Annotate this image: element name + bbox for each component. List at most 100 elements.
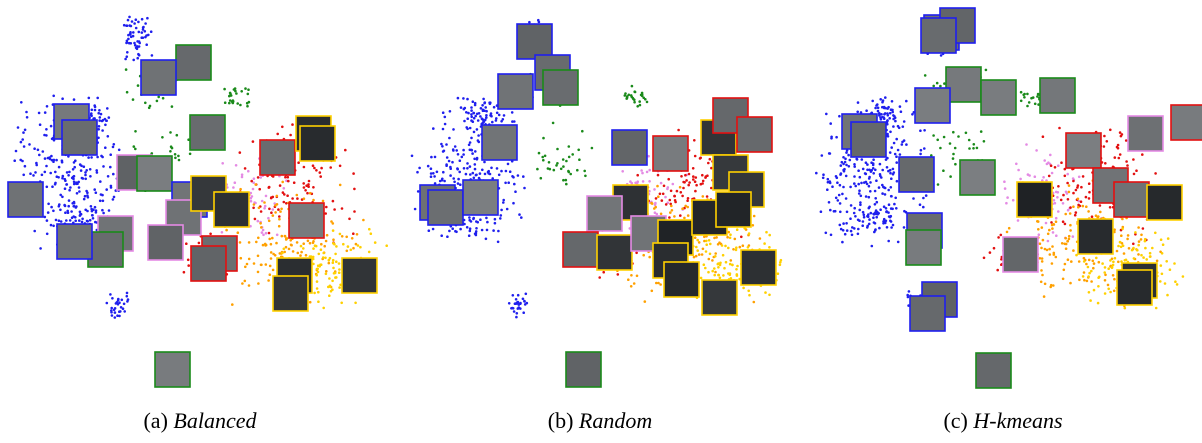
embedding-point [125,68,128,71]
embedding-point [79,211,82,214]
embedding-point [329,166,332,169]
embedding-point [544,155,547,158]
embedding-point [441,145,444,148]
embedding-point [23,145,26,148]
embedding-point [253,203,256,206]
embedding-point [149,105,152,108]
embedding-point [536,168,539,171]
embedding-point [684,174,687,177]
embedding-point [1135,169,1138,172]
caption-name: Random [578,408,652,433]
embedding-point [1103,135,1106,138]
embedding-point [1097,285,1100,288]
embedding-point [300,245,303,248]
embedding-point [1091,215,1094,218]
embedding-point [255,241,258,244]
embedding-point [328,294,331,297]
embedding-point [514,190,517,193]
embedding-point [677,129,680,132]
image-thumbnail [88,232,123,267]
embedding-point [52,95,55,98]
embedding-point [247,93,250,96]
embedding-point [169,150,172,153]
embedding-point [1017,219,1020,222]
embedding-point [279,252,282,255]
embedding-point [53,159,56,162]
embedding-point [120,306,123,309]
embedding-point [1068,235,1071,238]
embedding-point [235,164,238,167]
embedding-point [1124,307,1127,310]
tsne-panel [411,19,783,387]
embedding-point [694,236,697,239]
embedding-point [1006,231,1009,234]
embedding-point [496,112,499,115]
embedding-point [646,171,649,174]
embedding-point [117,298,120,301]
image-thumbnail [517,24,552,59]
embedding-point [865,181,868,184]
embedding-point [1093,289,1096,292]
embedding-point [726,236,729,239]
embedding-point [101,120,104,123]
embedding-point [101,156,104,159]
embedding-point [185,242,188,245]
embedding-point [257,220,260,223]
embedding-point [522,311,525,314]
embedding-point [635,252,638,255]
embedding-point [67,205,70,208]
embedding-point [244,87,247,90]
embedding-point [866,169,869,172]
embedding-point [235,92,238,95]
embedding-point [61,177,64,180]
embedding-point [127,19,130,22]
embedding-point [730,259,733,262]
image-thumbnail [921,18,956,53]
embedding-point [221,162,224,165]
embedding-point [476,158,479,161]
embedding-point [305,254,308,257]
embedding-point [846,229,849,232]
embedding-point [470,113,473,116]
embedding-point [1057,210,1060,213]
embedding-point [640,169,643,172]
embedding-point [568,156,571,159]
embedding-point [117,303,120,306]
embedding-point [457,153,460,156]
embedding-point [177,155,180,158]
embedding-point [874,107,877,110]
embedding-point [239,188,242,191]
embedding-point [630,274,633,277]
embedding-point [684,205,687,208]
embedding-point [673,195,676,198]
embedding-point [853,182,856,185]
embedding-point [338,286,341,289]
embedding-point [473,131,476,134]
embedding-point [565,179,568,182]
embedding-point [1043,159,1046,162]
embedding-point [137,84,140,87]
embedding-point [279,210,282,213]
embedding-point [1088,291,1091,294]
embedding-point [134,44,137,47]
embedding-point [1064,263,1067,266]
embedding-point [357,244,360,247]
embedding-point [695,246,698,249]
embedding-point [943,136,946,139]
embedding-point [1083,271,1086,274]
embedding-point [1054,202,1057,205]
embedding-point [470,149,473,152]
embedding-point [418,167,421,170]
embedding-point [315,274,318,277]
embedding-point [699,157,702,160]
embedding-point [340,302,343,305]
embedding-point [840,172,843,175]
embedding-point [863,213,866,216]
embedding-point [868,176,871,179]
embedding-point [352,172,355,175]
image-thumbnail [1171,105,1202,140]
embedding-point [493,106,496,109]
embedding-point [1041,260,1044,263]
embedding-point [283,187,286,190]
embedding-point [748,232,751,235]
